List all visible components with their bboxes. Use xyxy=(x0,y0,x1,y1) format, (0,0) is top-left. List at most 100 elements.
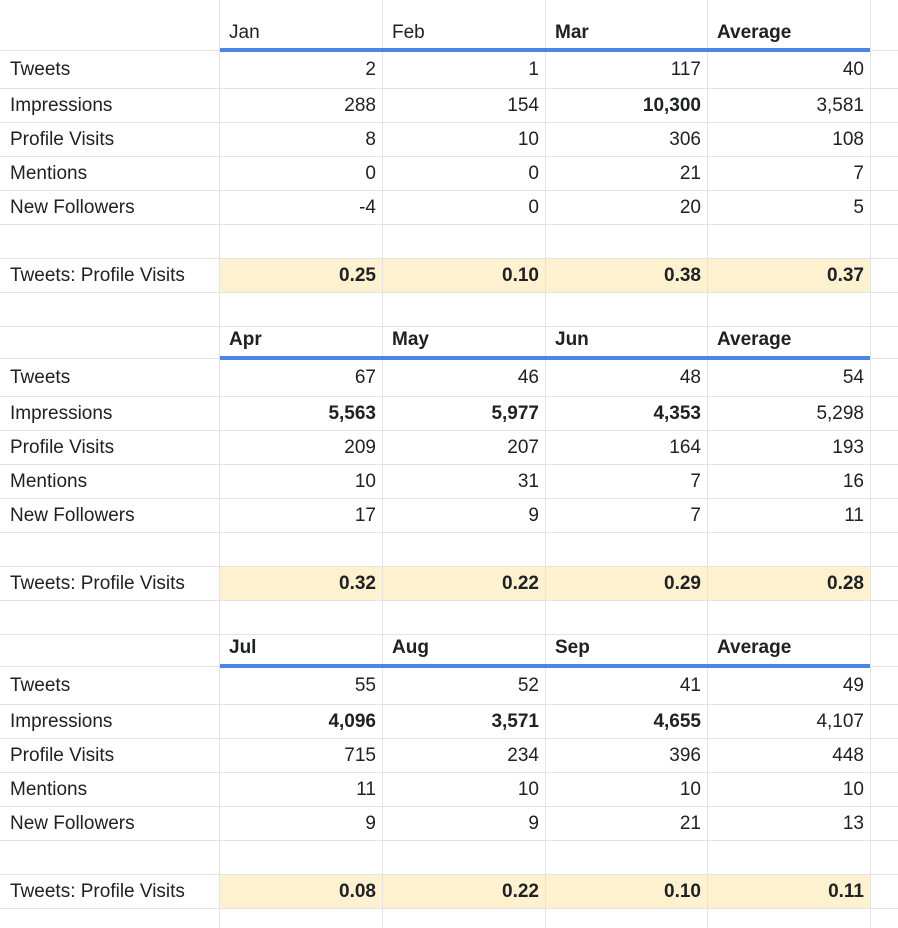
ratio-value-cell[interactable]: 0.22 xyxy=(383,875,545,908)
value-cell[interactable]: 7 xyxy=(690,505,701,526)
value-cell[interactable]: 41 xyxy=(679,675,701,696)
row-label[interactable]: New Followers xyxy=(10,813,135,834)
row-label[interactable]: Mentions xyxy=(10,163,88,184)
value-cell[interactable]: 448 xyxy=(832,745,864,766)
value-cell[interactable]: 8 xyxy=(365,129,376,150)
ratio-label[interactable]: Tweets: Profile Visits xyxy=(10,573,185,594)
value-cell[interactable]: 17 xyxy=(354,505,376,526)
value-cell[interactable]: 4,655 xyxy=(653,711,701,732)
ratio-value-cell[interactable]: 0.28 xyxy=(708,567,870,600)
value-cell[interactable]: 10 xyxy=(842,779,864,800)
value-cell[interactable]: 10 xyxy=(354,471,376,492)
value-cell[interactable]: 13 xyxy=(842,813,864,834)
value-cell[interactable]: 117 xyxy=(670,59,701,80)
ratio-value-cell[interactable]: 0.25 xyxy=(220,259,382,292)
value-cell[interactable]: 5 xyxy=(853,197,864,218)
ratio-value-cell[interactable]: 0.38 xyxy=(546,259,707,292)
value-cell[interactable]: 20 xyxy=(679,197,701,218)
value-cell[interactable]: 9 xyxy=(528,813,539,834)
row-label[interactable]: Mentions xyxy=(10,471,88,492)
value-cell[interactable]: 193 xyxy=(832,437,864,458)
value-cell[interactable]: 52 xyxy=(517,675,539,696)
row-label[interactable]: Mentions xyxy=(10,779,88,800)
value-cell[interactable]: 46 xyxy=(517,367,539,388)
value-cell[interactable]: 5,298 xyxy=(816,403,864,424)
value-cell[interactable]: 207 xyxy=(507,437,539,458)
value-cell[interactable]: 0 xyxy=(365,163,376,184)
value-cell[interactable]: 5,563 xyxy=(328,403,376,424)
value-cell[interactable]: 31 xyxy=(517,471,539,492)
ratio-label[interactable]: Tweets: Profile Visits xyxy=(10,265,185,286)
value-cell[interactable]: 10 xyxy=(517,779,539,800)
ratio-value-cell[interactable]: 0.10 xyxy=(546,875,707,908)
row-label[interactable]: Impressions xyxy=(10,711,113,732)
row-label[interactable]: New Followers xyxy=(10,505,135,526)
value-cell[interactable]: 4,096 xyxy=(328,711,376,732)
ratio-value-cell[interactable]: 0.22 xyxy=(383,567,545,600)
row-label[interactable]: Impressions xyxy=(10,95,113,116)
value-cell[interactable]: 1 xyxy=(528,59,539,80)
ratio-value-cell[interactable]: 0.10 xyxy=(383,259,545,292)
header-cell[interactable]: Apr xyxy=(229,329,262,350)
header-cell[interactable]: May xyxy=(392,329,429,350)
ratio-value-cell[interactable]: 0.11 xyxy=(708,875,870,908)
value-cell[interactable]: 54 xyxy=(842,367,864,388)
header-cell[interactable]: Average xyxy=(717,637,792,658)
value-cell[interactable]: 3,581 xyxy=(816,95,864,116)
value-cell[interactable]: -4 xyxy=(359,197,376,218)
value-cell[interactable]: 306 xyxy=(669,129,701,150)
value-cell[interactable]: 16 xyxy=(842,471,864,492)
header-cell[interactable]: Average xyxy=(717,329,792,350)
value-cell[interactable]: 4,107 xyxy=(816,711,864,732)
value-cell[interactable]: 5,977 xyxy=(491,403,539,424)
header-cell[interactable]: Aug xyxy=(392,637,429,658)
value-cell[interactable]: 55 xyxy=(354,675,376,696)
value-cell[interactable]: 49 xyxy=(842,675,864,696)
header-cell[interactable]: Jun xyxy=(555,329,589,350)
row-label[interactable]: Impressions xyxy=(10,403,113,424)
value-cell[interactable]: 3,571 xyxy=(491,711,539,732)
ratio-value-cell[interactable]: 0.08 xyxy=(220,875,382,908)
value-cell[interactable]: 40 xyxy=(842,59,864,80)
header-cell[interactable]: Sep xyxy=(555,637,590,658)
value-cell[interactable]: 715 xyxy=(344,745,376,766)
header-cell[interactable]: Feb xyxy=(392,22,425,43)
value-cell[interactable]: 48 xyxy=(679,367,701,388)
row-label[interactable]: Tweets xyxy=(10,367,71,388)
header-cell[interactable]: Average xyxy=(717,22,792,43)
ratio-value-cell[interactable]: 0.29 xyxy=(546,567,707,600)
value-cell[interactable]: 209 xyxy=(344,437,376,458)
value-cell[interactable]: 10 xyxy=(679,779,701,800)
value-cell[interactable]: 4,353 xyxy=(653,403,701,424)
value-cell[interactable]: 288 xyxy=(344,95,376,116)
ratio-value-cell[interactable]: 0.32 xyxy=(220,567,382,600)
value-cell[interactable]: 0 xyxy=(528,163,539,184)
value-cell[interactable]: 9 xyxy=(365,813,376,834)
row-label[interactable]: Profile Visits xyxy=(10,745,115,766)
value-cell[interactable]: 9 xyxy=(528,505,539,526)
value-cell[interactable]: 234 xyxy=(507,745,539,766)
row-label[interactable]: New Followers xyxy=(10,197,135,218)
row-label[interactable]: Tweets xyxy=(10,59,71,80)
value-cell[interactable]: 396 xyxy=(669,745,701,766)
value-cell[interactable]: 0 xyxy=(528,197,539,218)
value-cell[interactable]: 67 xyxy=(354,367,376,388)
value-cell[interactable]: 7 xyxy=(690,471,701,492)
ratio-label[interactable]: Tweets: Profile Visits xyxy=(10,881,185,902)
ratio-value-cell[interactable]: 0.37 xyxy=(708,259,870,292)
value-cell[interactable]: 11 xyxy=(844,505,864,526)
header-cell[interactable]: Jan xyxy=(229,22,260,43)
header-cell[interactable]: Jul xyxy=(229,637,257,658)
value-cell[interactable]: 154 xyxy=(507,95,539,116)
value-cell[interactable]: 108 xyxy=(832,129,864,150)
value-cell[interactable]: 2 xyxy=(365,59,376,80)
row-label[interactable]: Profile Visits xyxy=(10,437,115,458)
value-cell[interactable]: 10,300 xyxy=(642,95,701,116)
value-cell[interactable]: 10 xyxy=(517,129,539,150)
header-cell[interactable]: Mar xyxy=(555,22,589,43)
row-label[interactable]: Tweets xyxy=(10,675,71,696)
row-label[interactable]: Profile Visits xyxy=(10,129,115,150)
value-cell[interactable]: 21 xyxy=(679,813,701,834)
value-cell[interactable]: 21 xyxy=(679,163,701,184)
